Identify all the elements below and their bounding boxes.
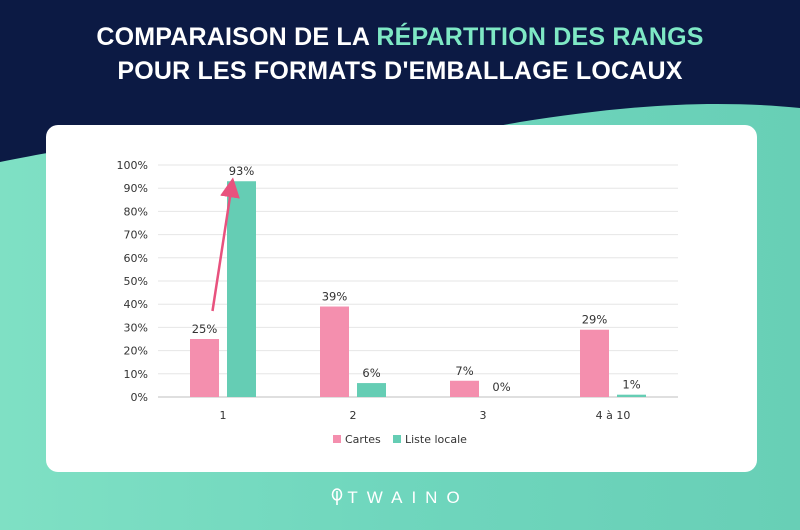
y-tick-label: 10%	[124, 368, 148, 381]
y-tick-label: 50%	[124, 275, 148, 288]
bar-liste-locale	[227, 181, 256, 397]
legend-label: Cartes	[345, 433, 381, 446]
data-label: 7%	[455, 364, 473, 378]
bar-cartes	[450, 380, 479, 397]
data-label: 29%	[582, 313, 608, 327]
data-label: 0%	[492, 380, 510, 394]
chart-card: 0% 10% 20% 30% 40% 50% 60% 70% 80% 90% 100% 25% 93% 1…	[46, 125, 757, 472]
title-line-2: POUR LES FORMATS D'EMBALLAGE LOCAUX	[117, 57, 683, 85]
bar-liste-locale	[357, 383, 386, 397]
x-tick-label: 4 à 10	[596, 409, 631, 422]
data-label: 93%	[229, 164, 255, 178]
header-background	[0, 0, 800, 162]
legend-swatch	[393, 435, 401, 443]
data-label: 25%	[192, 322, 218, 336]
brand-logo: TWAINO	[0, 488, 800, 508]
legend-label: Liste locale	[405, 433, 467, 446]
data-label: 1%	[622, 378, 640, 392]
data-label: 6%	[362, 366, 380, 380]
title-highlight: RÉPARTITION DES RANGS	[376, 23, 704, 51]
bar-cartes	[190, 339, 219, 397]
title-line-1-text: COMPARAISON DE LA	[96, 23, 377, 51]
x-tick-label: 2	[350, 409, 357, 422]
y-tick-label: 40%	[124, 298, 148, 311]
annotation-arrow	[211, 177, 240, 312]
page-title: COMPARAISON DE LA RÉPARTITION DES RANGS …	[0, 20, 800, 88]
y-tick-label: 100%	[117, 159, 148, 172]
bar-chart: 0%10%20%30%40%50%60%70%80%90%100%25%93%1…	[117, 159, 678, 446]
title-line-1: COMPARAISON DE LA RÉPARTITION DES RANGS	[0, 20, 800, 54]
bar-cartes	[320, 306, 349, 397]
x-tick-label: 1	[220, 409, 227, 422]
y-tick-label: 80%	[124, 205, 148, 218]
logo-text: TWAINO	[347, 488, 469, 507]
leaf-icon	[332, 488, 343, 505]
bar-cartes	[580, 329, 609, 397]
bar-liste-locale	[617, 394, 646, 397]
data-label: 39%	[322, 290, 348, 304]
y-tick-label: 0%	[131, 391, 148, 404]
legend-swatch	[333, 435, 341, 443]
y-tick-label: 20%	[124, 345, 148, 358]
y-tick-label: 30%	[124, 321, 148, 334]
x-tick-label: 3	[480, 409, 487, 422]
y-tick-label: 60%	[124, 252, 148, 265]
y-tick-label: 90%	[124, 182, 148, 195]
y-tick-label: 70%	[124, 229, 148, 242]
